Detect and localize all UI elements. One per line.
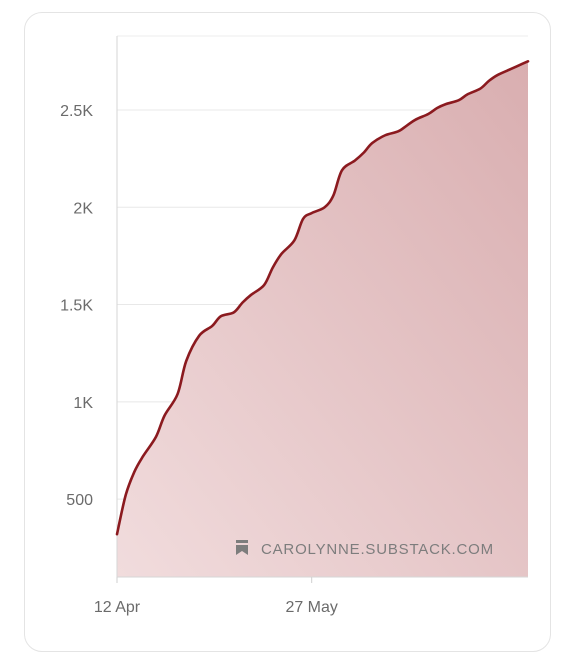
axes [116, 36, 528, 583]
y-tick-label: 2.5K [60, 103, 93, 120]
watermark-group: CAROLYNNE.SUBSTACK.COM [236, 540, 494, 558]
data-point [427, 113, 429, 115]
data-point [220, 315, 222, 317]
tick-labels: 500 1K 1.5K 2K 2.5K 12 Apr 27 May [60, 103, 338, 616]
data-point [527, 60, 529, 62]
series-line [115, 60, 530, 536]
data-point [341, 169, 343, 171]
data-point [250, 294, 252, 296]
data-point [518, 64, 520, 66]
data-point [133, 471, 135, 473]
subscriber-area-chart: 500 1K 1.5K 2K 2.5K 12 Apr 27 May CAROLYNNE.SU… [60, 35, 530, 616]
data-point [354, 159, 356, 161]
data-point [445, 103, 447, 105]
data-point [302, 218, 304, 220]
y-tick-label: 1.5K [60, 298, 93, 315]
data-point [211, 325, 213, 327]
data-point [436, 107, 438, 109]
data-point [488, 80, 490, 82]
y-tick-label: 1K [73, 395, 93, 412]
data-point [397, 130, 399, 132]
x-tick-label: 12 Apr [94, 599, 141, 616]
data-point [116, 533, 118, 535]
data-point [124, 494, 126, 496]
data-point [263, 284, 265, 286]
data-point [332, 194, 334, 196]
data-point [280, 253, 282, 255]
bookmark-icon [236, 540, 248, 555]
data-point [414, 118, 416, 120]
data-point [466, 93, 468, 95]
data-point [497, 74, 499, 76]
data-point [233, 311, 235, 313]
series-line-group [115, 60, 530, 536]
data-point [241, 301, 243, 303]
data-point [406, 124, 408, 126]
data-point [323, 206, 325, 208]
data-point [176, 393, 178, 395]
data-point [384, 134, 386, 136]
data-point [293, 239, 295, 241]
data-point [163, 414, 165, 416]
data-point [509, 68, 511, 70]
data-point [185, 360, 187, 362]
area-fill [117, 61, 528, 578]
data-point [479, 87, 481, 89]
data-point [458, 99, 460, 101]
area-fill-group [117, 61, 528, 578]
data-point [155, 436, 157, 438]
y-tick-label: 500 [66, 492, 93, 509]
data-point [272, 266, 274, 268]
data-point [198, 334, 200, 336]
y-tick-label: 2K [73, 200, 93, 217]
watermark-text: CAROLYNNE.SUBSTACK.COM [261, 541, 494, 558]
data-point [142, 455, 144, 457]
x-tick-label: 27 May [285, 599, 337, 616]
data-point [362, 152, 364, 154]
data-point [310, 212, 312, 214]
data-point [371, 142, 373, 144]
